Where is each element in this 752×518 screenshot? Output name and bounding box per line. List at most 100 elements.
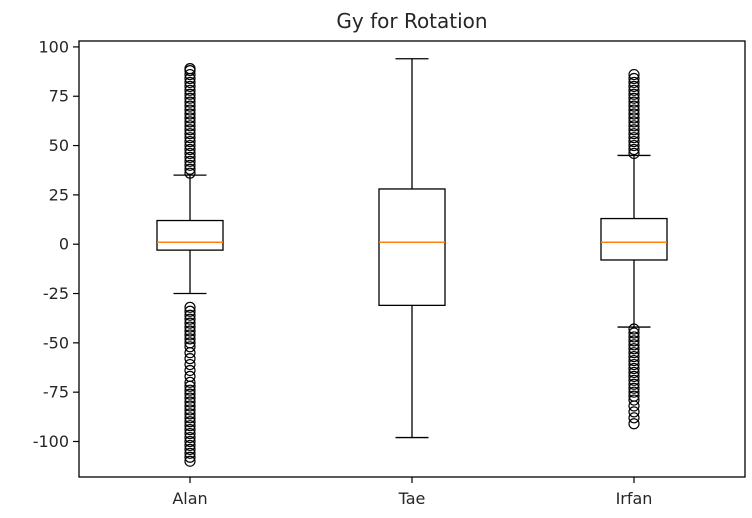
outlier-point	[628, 335, 640, 347]
outlier-point	[184, 104, 196, 116]
outlier-point	[628, 96, 640, 108]
x-tick-label: Irfan	[616, 489, 653, 508]
outlier-point	[628, 143, 640, 156]
outlier-point	[184, 100, 196, 112]
outlier-point	[184, 120, 196, 132]
outlier-point	[628, 327, 640, 339]
outlier-point	[184, 96, 196, 108]
outlier-point	[184, 424, 196, 436]
outlier-point	[184, 136, 196, 148]
outlier-point	[184, 325, 196, 337]
outlier-point	[628, 355, 640, 367]
outlier-point	[184, 163, 196, 175]
outlier-point	[184, 321, 196, 333]
outlier-point	[184, 404, 196, 416]
outlier-point	[628, 100, 640, 112]
outlier-point	[184, 112, 196, 124]
x-tick-label: Tae	[398, 489, 426, 508]
outlier-point	[184, 412, 196, 424]
outlier-point	[184, 455, 196, 467]
outlier-point	[628, 139, 640, 152]
outlier-point	[184, 347, 196, 359]
outlier-point	[184, 353, 196, 365]
outlier-point	[184, 435, 196, 448]
outlier-point	[628, 412, 640, 424]
outlier-point	[628, 370, 640, 382]
outlier-point	[184, 416, 196, 428]
outlier-point	[184, 63, 196, 75]
outlier-point	[184, 431, 196, 444]
y-tick-label: -75	[43, 383, 69, 402]
outlier-point	[184, 124, 196, 136]
outlier-point	[184, 408, 196, 420]
outlier-point	[184, 313, 196, 325]
outlier-point	[184, 388, 196, 400]
outlier-point	[184, 380, 196, 392]
y-tick-label: 25	[49, 185, 69, 204]
outlier-point	[628, 76, 640, 89]
outlier-point	[184, 341, 196, 353]
outlier-point	[184, 88, 196, 100]
outlier-point	[184, 80, 196, 92]
outlier-point	[628, 116, 640, 128]
outlier-point	[184, 364, 196, 377]
outlier-point	[628, 394, 640, 406]
outlier-point	[628, 374, 640, 386]
outlier-point	[184, 439, 196, 452]
outlier-point	[628, 88, 640, 100]
outlier-point	[184, 128, 196, 140]
outlier-point	[628, 382, 640, 394]
box-iqr	[156, 219, 224, 251]
outlier-point	[628, 68, 640, 81]
outlier-point	[628, 339, 640, 351]
outlier-point	[184, 147, 196, 160]
outlier-point	[628, 366, 640, 379]
outlier-point	[184, 333, 196, 345]
outlier-point	[628, 343, 640, 355]
outlier-point	[184, 92, 196, 104]
y-tick-label: 50	[49, 136, 69, 155]
outlier-point	[184, 155, 196, 167]
outlier-point	[184, 400, 196, 412]
box-iqr	[600, 217, 668, 261]
outlier-point	[184, 139, 196, 152]
chart-title: Gy for Rotation	[336, 9, 487, 33]
outlier-point	[184, 305, 196, 317]
outlier-point	[184, 427, 196, 440]
box-tae	[378, 58, 446, 439]
outlier-point	[628, 108, 640, 120]
outlier-point	[628, 128, 640, 140]
outlier-point	[628, 136, 640, 148]
outlier-point	[628, 347, 640, 359]
outlier-point	[628, 147, 640, 160]
outlier-point	[184, 376, 196, 388]
x-tick-label: Alan	[172, 489, 207, 508]
y-tick-label: -25	[43, 284, 69, 303]
outlier-point	[184, 370, 196, 382]
outlier-point	[184, 68, 196, 81]
outlier-point	[184, 76, 196, 89]
box-alan	[156, 63, 224, 467]
outlier-point	[628, 84, 640, 96]
outlier-point	[184, 451, 196, 463]
outlier-point	[628, 124, 640, 136]
outlier-point	[184, 84, 196, 96]
y-tick-label: 0	[59, 235, 69, 254]
outlier-point	[628, 406, 640, 418]
y-tick-label: 100	[38, 37, 69, 56]
outlier-point	[184, 420, 196, 432]
outlier-point	[184, 132, 196, 144]
outlier-point	[628, 362, 640, 375]
box-irfan	[600, 68, 668, 430]
y-tick-label: 75	[49, 87, 69, 106]
outlier-point	[628, 112, 640, 124]
outlier-point	[184, 159, 196, 171]
outlier-point	[628, 80, 640, 92]
outlier-point	[184, 384, 196, 396]
outlier-point	[184, 151, 196, 163]
y-tick-label: -100	[33, 432, 69, 451]
outlier-point	[184, 108, 196, 120]
outlier-point	[184, 443, 196, 455]
outlier-point	[184, 116, 196, 128]
